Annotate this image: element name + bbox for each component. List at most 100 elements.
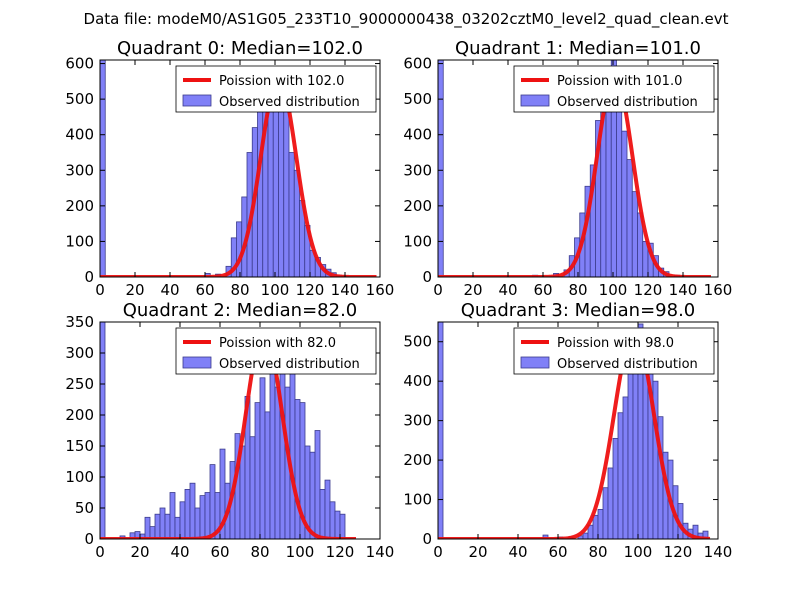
subplot-0: 0 20 40 60 80 100 120 140 160 0 100 200 300 400 500 600… (65, 38, 394, 299)
y-tick-label: 100 (65, 468, 94, 486)
histogram-bar (616, 105, 623, 277)
y-tick-label: 300 (65, 344, 94, 362)
histogram-bar (329, 501, 336, 539)
histogram-bar (159, 507, 166, 539)
x-tick-label: 20 (468, 543, 487, 561)
y-tick-label: 600 (65, 55, 94, 73)
x-tick-label: 120 (634, 281, 663, 299)
histogram-bar (294, 399, 301, 539)
x-tick-label: 120 (664, 543, 693, 561)
y-tick-label: 200 (403, 197, 432, 215)
histogram-bar (184, 488, 191, 539)
histogram-bar (334, 510, 341, 539)
x-tick-label: 0 (95, 543, 105, 561)
x-tick-label: 0 (433, 281, 443, 299)
y-tick-label: 0 (422, 530, 432, 548)
histogram-bars (100, 322, 346, 539)
x-tick-label: 20 (130, 543, 149, 561)
poisson-curve (438, 329, 711, 539)
poisson-curve (100, 75, 377, 277)
legend-bar-swatch (182, 94, 212, 107)
poisson-curve (100, 329, 356, 539)
histogram-bar (269, 355, 276, 539)
y-tick-label: 250 (65, 375, 94, 393)
histogram-bar (692, 524, 699, 539)
histogram-bar (283, 105, 290, 277)
axes-frame (99, 321, 381, 540)
subplot-2: 0 20 40 60 80 100 120 140 0 50 100 150 200 250 300 350 Q… (65, 300, 394, 561)
legend-line-label: Poission with 98.0 (557, 336, 674, 351)
x-tick-label: 40 (498, 281, 517, 299)
x-tick-label: 140 (331, 281, 360, 299)
histogram-bar (164, 513, 171, 539)
y-tick-label: 0 (422, 268, 432, 286)
histogram-bar (607, 467, 614, 539)
y-tick-label: 500 (403, 333, 432, 351)
histogram-bar (259, 377, 266, 539)
x-tick-label: 120 (296, 281, 325, 299)
y-tick-label: 500 (65, 90, 94, 108)
x-tick-label: 20 (125, 281, 144, 299)
histogram-bar (100, 60, 106, 277)
histogram-bar (314, 430, 321, 539)
subplot-grid: 0 20 40 60 80 100 120 140 1600100200300400500600… (65, 38, 732, 561)
x-tick-label: 120 (326, 543, 355, 561)
histogram-bar (597, 509, 604, 539)
histogram-bar (174, 516, 181, 539)
x-tick-label: 100 (286, 543, 315, 561)
x-tick-label: 0 (95, 281, 105, 299)
legend-bar-swatch (520, 94, 550, 107)
x-tick-label: 100 (624, 543, 653, 561)
histogram-bar (209, 464, 216, 539)
legend-bar-label: Observed distribution (219, 357, 360, 372)
y-tick-label: 200 (403, 451, 432, 469)
x-tick-label: 0 (433, 543, 443, 561)
histogram-bar (642, 361, 649, 539)
histogram-bar (582, 532, 589, 539)
y-tick-label: 600 (403, 55, 432, 73)
y-tick-label: 100 (403, 491, 432, 509)
x-tick-label: 80 (250, 543, 269, 561)
subplot-title: Quadrant 3: Median=98.0 (461, 300, 696, 321)
y-tick-label: 400 (65, 126, 94, 144)
x-tick-label: 60 (548, 543, 567, 561)
histogram-bar (632, 372, 639, 539)
histogram-bar (612, 437, 619, 539)
y-tick-label: 500 (403, 90, 432, 108)
y-tick-label: 150 (65, 437, 94, 455)
histogram-bar (592, 514, 599, 539)
legend: Poission with 102.0 Observed distribution (175, 65, 377, 113)
subplot-title: Quadrant 1: Median=101.0 (455, 38, 701, 59)
x-tick-label: 100 (599, 281, 628, 299)
histogram-bar (254, 402, 261, 539)
histogram-bar (626, 159, 633, 277)
histogram-bar (617, 412, 624, 539)
y-tick-label: 300 (403, 412, 432, 430)
histogram-bar (324, 479, 331, 539)
y-tick-label: 300 (65, 161, 94, 179)
x-tick-label: 60 (210, 543, 229, 561)
histogram-bar (169, 492, 176, 539)
poisson-curve (438, 73, 711, 277)
y-tick-label: 400 (403, 126, 432, 144)
histogram-bar (438, 60, 444, 277)
histogram-bar (339, 513, 346, 539)
x-tick-label: 40 (160, 281, 179, 299)
histogram-bar (144, 516, 151, 539)
histogram-bar (264, 411, 271, 539)
histogram-bar (309, 451, 316, 539)
x-tick-label: 140 (366, 543, 395, 561)
histogram-bar (288, 152, 295, 277)
subplot-3: 0 20 40 60 80 100 120 140 0 100 200 300 400 500 Quadra… (403, 300, 732, 561)
legend: Poission with 101.0 Observed distribution (513, 65, 715, 113)
subplot-title: Quadrant 0: Median=102.0 (117, 38, 363, 59)
histogram-bar (179, 501, 186, 539)
legend-bar-label: Observed distribution (557, 357, 698, 372)
x-tick-label: 80 (568, 281, 587, 299)
y-tick-label: 0 (84, 530, 94, 548)
y-tick-label: 100 (403, 232, 432, 250)
y-tick-label: 350 (65, 313, 94, 331)
y-tick-label: 0 (84, 268, 94, 286)
histogram-bar (257, 105, 264, 277)
x-tick-label: 80 (230, 281, 249, 299)
